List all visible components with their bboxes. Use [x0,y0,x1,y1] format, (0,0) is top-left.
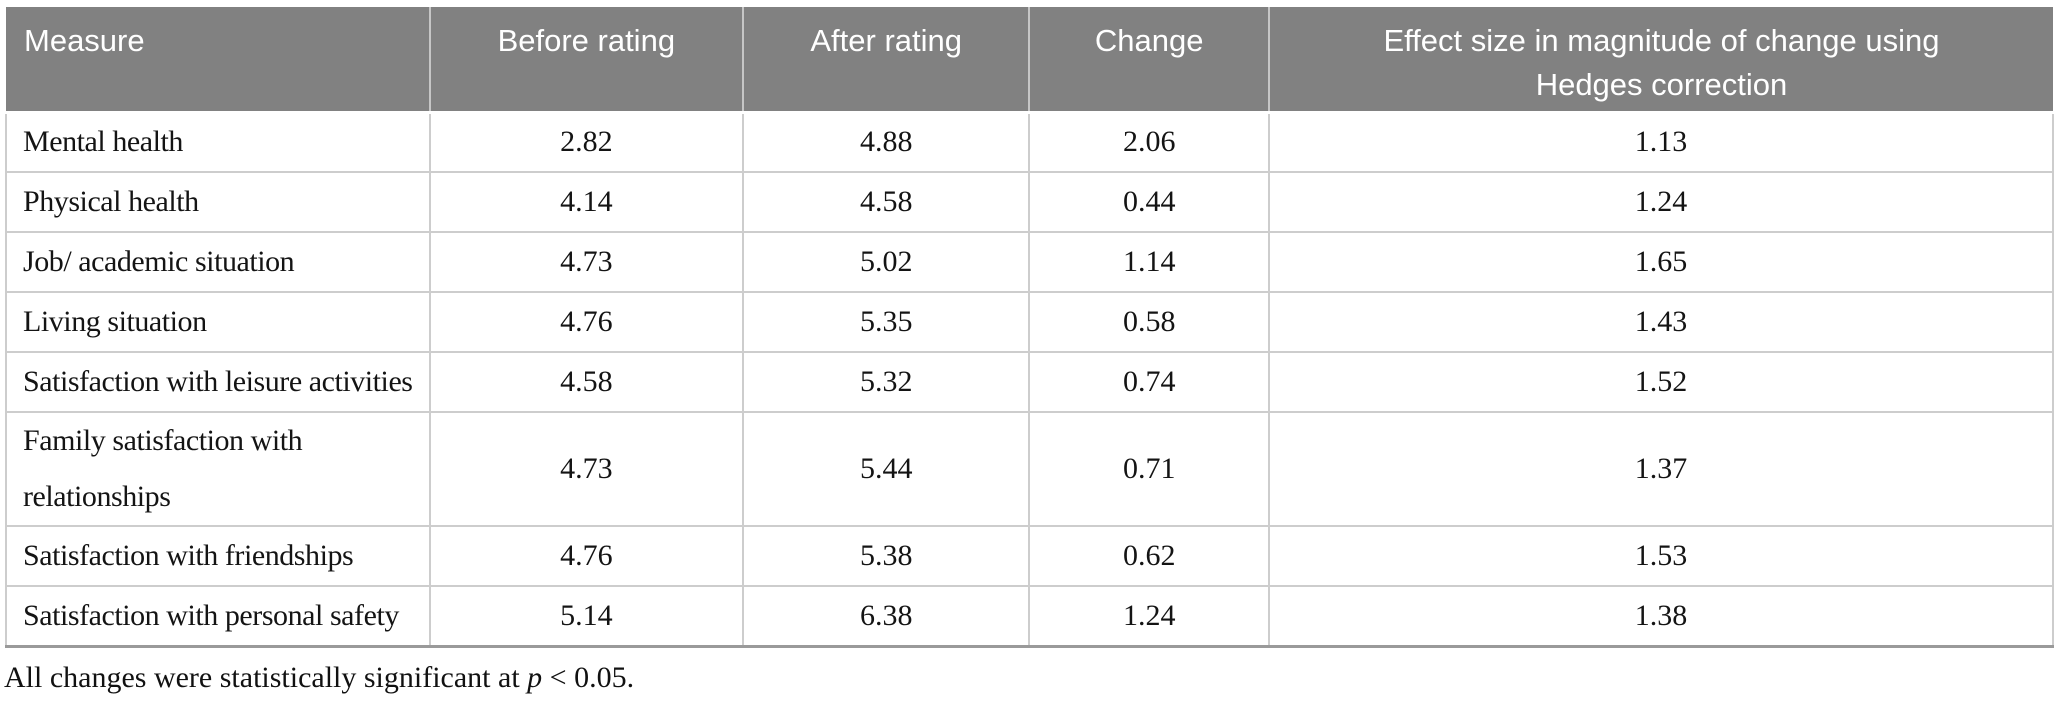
measure-cell: Job/ academic situation [5,231,431,293]
effect-size-cell: 1.43 [1267,291,2055,353]
measure-cell: Satisfaction with friendships [5,525,431,587]
table-row: Family satisfaction with relationships 4… [5,411,2055,527]
table-row: Satisfaction with personal safety 5.14 6… [5,585,2055,647]
after-rating-cell: 5.32 [741,351,1031,413]
measure-cell: Living situation [5,291,431,353]
column-header-measure: Measure [6,7,430,114]
effect-size-cell: 1.53 [1267,525,2055,587]
change-cell: 1.14 [1028,231,1270,293]
before-rating-cell: 4.14 [428,171,744,233]
effect-size-cell: 1.52 [1267,351,2055,413]
table-body: Mental health 2.82 4.88 2.06 1.13 Physic… [5,111,2055,647]
change-cell: 0.62 [1028,525,1270,587]
table-footnote: All changes were statistically significa… [4,661,2067,695]
change-cell: 2.06 [1028,111,1270,173]
column-header-effect-size: Effect size in magnitude of change using… [1267,7,2053,114]
effect-size-cell: 1.65 [1267,231,2055,293]
after-rating-cell: 5.44 [741,411,1031,527]
after-rating-cell: 4.58 [741,171,1031,233]
effect-size-cell: 1.37 [1267,411,2055,527]
effect-size-cell: 1.13 [1267,111,2055,173]
footnote-p-symbol: p [527,660,543,694]
before-rating-cell: 4.73 [428,231,744,293]
column-header-change: Change [1028,7,1269,114]
after-rating-cell: 6.38 [741,585,1031,647]
after-rating-cell: 5.02 [741,231,1031,293]
results-table: Measure Before rating After rating Chang… [5,7,2055,648]
table-row: Mental health 2.82 4.88 2.06 1.13 [5,111,2055,173]
header-row: Measure Before rating After rating Chang… [6,7,2053,114]
measure-cell: Satisfaction with leisure activities [5,351,431,413]
change-cell: 0.44 [1028,171,1270,233]
before-rating-cell: 2.82 [428,111,744,173]
before-rating-cell: 4.58 [428,351,744,413]
table-row: Job/ academic situation 4.73 5.02 1.14 1… [5,231,2055,293]
measure-cell: Family satisfaction with relationships [5,411,431,527]
after-rating-cell: 4.88 [741,111,1031,173]
measure-cell: Physical health [5,171,431,233]
column-header-before-rating: Before rating [428,7,743,114]
change-cell: 0.58 [1028,291,1270,353]
measure-cell: Satisfaction with personal safety [5,585,431,647]
before-rating-cell: 5.14 [428,585,744,647]
table-row: Satisfaction with leisure activities 4.5… [5,351,2055,413]
before-rating-cell: 4.73 [428,411,744,527]
change-cell: 0.71 [1028,411,1270,527]
measure-cell: Mental health [5,111,431,173]
column-header-after-rating: After rating [741,7,1030,114]
results-table-container: Measure Before rating After rating Chang… [5,7,2055,648]
after-rating-cell: 5.38 [741,525,1031,587]
effect-size-cell: 1.24 [1267,171,2055,233]
footnote-text-suffix: < 0.05. [542,660,635,694]
table-row: Living situation 4.76 5.35 0.58 1.43 [5,291,2055,353]
before-rating-cell: 4.76 [428,525,744,587]
change-cell: 1.24 [1028,585,1270,647]
change-cell: 0.74 [1028,351,1270,413]
table-row: Physical health 4.14 4.58 0.44 1.24 [5,171,2055,233]
effect-size-cell: 1.38 [1267,585,2055,647]
footnote-text-prefix: All changes were statistically significa… [4,660,528,694]
after-rating-cell: 5.35 [741,291,1031,353]
table-header: Measure Before rating After rating Chang… [6,7,2053,114]
table-row: Satisfaction with friendships 4.76 5.38 … [5,525,2055,587]
before-rating-cell: 4.76 [428,291,744,353]
